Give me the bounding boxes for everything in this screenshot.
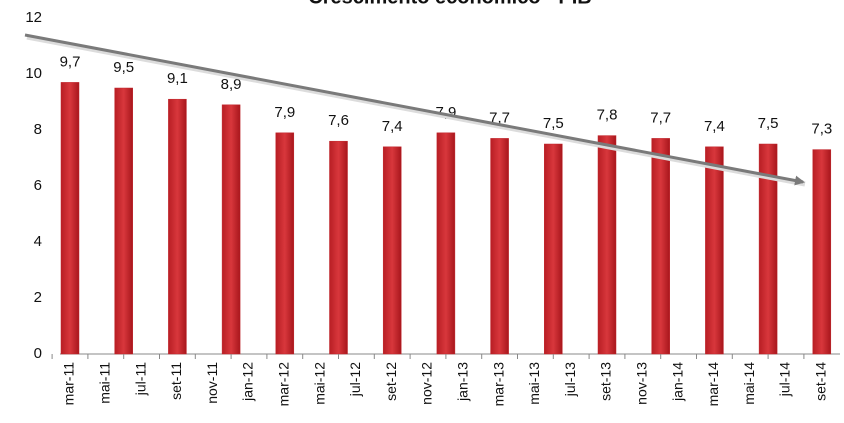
value-label: 7,9 (274, 104, 295, 121)
y-tick-label: 12 (25, 9, 42, 26)
bar (275, 132, 295, 355)
x-tick-label: jan-13 (455, 362, 471, 402)
x-tick-label: mar-12 (276, 362, 292, 407)
x-tick-label: mar-13 (490, 362, 506, 407)
value-label: 7,5 (543, 115, 564, 132)
bar (651, 138, 670, 355)
value-label: 9,7 (60, 53, 81, 70)
bar (329, 140, 348, 355)
x-tick-label: mai-14 (741, 362, 757, 405)
value-label: 7,4 (382, 118, 403, 135)
x-tick-label: mai-12 (311, 362, 327, 405)
trend-shadow (26, 34, 806, 187)
x-tick-label: set-11 (168, 362, 184, 400)
x-tick-label: mai-13 (526, 362, 542, 405)
bar (168, 98, 187, 355)
y-tick-label: 2 (34, 289, 42, 306)
chart-title: Crescimento econômico - PIB (308, 0, 591, 8)
bar (812, 149, 832, 355)
x-tick-label: nov-13 (634, 362, 650, 405)
bar (544, 143, 563, 355)
bar (436, 132, 456, 355)
value-label: 9,5 (113, 59, 134, 76)
x-tick-label: jan-12 (240, 362, 256, 402)
x-tick-label: mar-11 (61, 362, 77, 406)
y-tick-label: 6 (34, 177, 42, 194)
value-label: 7,7 (489, 109, 510, 126)
bar (221, 104, 241, 355)
y-tick-label: 0 (34, 345, 42, 362)
x-tick-label: mar-14 (705, 362, 721, 407)
y-tick-label: 4 (34, 233, 42, 250)
bar (490, 138, 509, 355)
value-label: 7,7 (650, 109, 671, 126)
value-label: 8,9 (221, 76, 242, 93)
x-tick-label: set-13 (598, 362, 614, 401)
x-tick-label: jul-12 (347, 362, 363, 397)
x-tick-label: nov-12 (419, 362, 435, 405)
trend-arrow (24, 33, 805, 186)
plot: 0 2 4 6 8 10 12 mar-11 9,7 mai-11 9,5 jul-11 set-11 9… (25, 9, 840, 406)
value-label: 7,8 (597, 107, 618, 124)
value-label: 9,1 (167, 70, 188, 87)
y-tick-label: 8 (34, 121, 42, 138)
x-tick-label: set-12 (383, 362, 399, 401)
x-tick-label: jul-14 (777, 362, 793, 397)
bar (60, 82, 80, 355)
value-label: 7,3 (811, 121, 832, 138)
x-tick-label: mai-11 (97, 362, 113, 404)
bar (705, 146, 724, 355)
value-label: 7,4 (704, 118, 725, 135)
x-tick-label: nov-11 (204, 362, 220, 404)
bar (597, 135, 617, 355)
bar (382, 146, 402, 355)
bar (114, 87, 133, 355)
x-tick-label: set-14 (813, 362, 829, 401)
value-label: 7,6 (328, 112, 349, 129)
x-tick-label: jul-13 (562, 362, 578, 397)
value-label: 7,5 (758, 115, 779, 132)
x-tick-label: jul-11 (132, 362, 148, 396)
y-tick-label: 10 (25, 65, 42, 82)
x-tick-label: jan-14 (669, 362, 685, 402)
